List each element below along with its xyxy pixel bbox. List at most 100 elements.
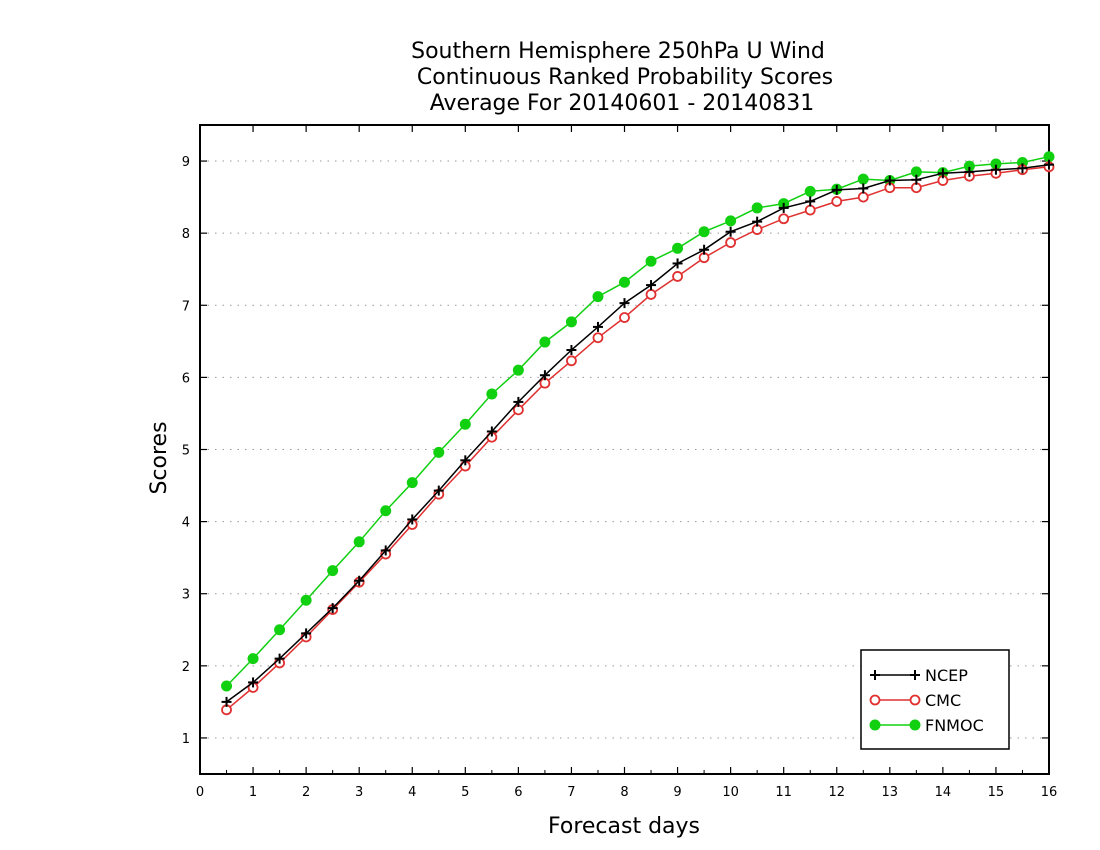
data-point-fnmoc — [804, 185, 816, 197]
data-point-ncep — [301, 628, 312, 639]
data-point-fnmoc — [486, 388, 498, 400]
y-axis-label: Scores — [147, 421, 172, 494]
x-tick-label: 0 — [196, 785, 204, 800]
series-ncep — [221, 159, 1054, 707]
data-point-ncep — [937, 168, 948, 179]
data-point-cmc — [857, 191, 869, 203]
x-tick-label: 6 — [514, 785, 522, 800]
chart-title-line-3: Average For 20140601 - 20140831 — [430, 91, 815, 116]
legend-marker-cmc — [909, 694, 921, 706]
legend-item-ncep: NCEP — [870, 666, 968, 685]
data-point-cmc — [592, 332, 604, 344]
data-point-cmc — [831, 196, 843, 207]
series-line-cmc — [226, 166, 1050, 711]
x-axis-label: Forecast days — [548, 814, 700, 839]
x-tick-label: 14 — [935, 785, 952, 800]
data-point-cmc — [778, 213, 790, 225]
x-tick-label: 9 — [673, 785, 681, 800]
data-point-ncep — [592, 321, 603, 332]
y-tick-label: 4 — [182, 516, 190, 531]
data-point-ncep — [646, 280, 657, 291]
chart-title-line-2: Continuous Ranked Probability Scores — [417, 65, 833, 90]
y-tick-label: 6 — [182, 371, 190, 386]
x-tick-label: 1 — [249, 785, 257, 800]
data-point-fnmoc — [221, 680, 233, 692]
data-point-ncep — [805, 196, 816, 207]
chart-title-line-1: Southern Hemisphere 250hPa U Wind — [411, 39, 825, 64]
x-tick-label: 11 — [775, 785, 792, 800]
legend-label-cmc: CMC — [925, 691, 961, 710]
data-point-ncep — [884, 175, 895, 186]
series-fnmoc — [221, 151, 1055, 692]
data-point-ncep — [725, 226, 736, 237]
data-point-ncep — [831, 184, 842, 195]
data-point-fnmoc — [459, 418, 471, 430]
legend-label-ncep: NCEP — [925, 666, 968, 685]
data-point-ncep — [327, 603, 338, 614]
data-point-fnmoc — [327, 565, 339, 577]
data-point-ncep — [407, 514, 418, 525]
data-point-ncep — [778, 202, 789, 213]
x-tick-label: 8 — [620, 785, 628, 800]
y-tick-label: 7 — [182, 299, 190, 314]
data-point-fnmoc — [512, 364, 524, 376]
data-point-ncep — [248, 677, 259, 688]
data-point-fnmoc — [433, 446, 445, 458]
data-point-fnmoc — [698, 226, 710, 238]
y-tick-label: 1 — [182, 732, 190, 747]
x-tick-label: 10 — [722, 785, 739, 800]
legend: NCEP CMC FNMOC — [860, 649, 1010, 750]
legend-marker-cmc — [869, 694, 881, 706]
data-point-ncep — [274, 653, 285, 664]
data-point-cmc — [566, 355, 577, 367]
data-point-ncep — [699, 244, 710, 255]
legend-item-fnmoc: FNMOC — [869, 716, 984, 735]
data-point-ncep — [911, 174, 922, 185]
data-point-cmc — [672, 271, 683, 282]
data-point-fnmoc — [274, 624, 286, 636]
x-tick-label: 12 — [828, 785, 845, 800]
data-point-fnmoc — [247, 653, 259, 665]
data-point-ncep — [380, 545, 391, 556]
x-axis: 0 1 2 3 4 5 6 7 8 9 10 11 12 13 14 15 16 — [196, 125, 1057, 800]
data-point-fnmoc — [300, 594, 312, 606]
data-point-fnmoc — [725, 215, 737, 227]
data-point-fnmoc — [406, 477, 418, 489]
data-point-fnmoc — [592, 291, 604, 303]
legend-marker-ncep — [870, 670, 880, 680]
x-tick-label: 5 — [461, 785, 469, 800]
x-tick-label: 2 — [302, 785, 310, 800]
data-point-ncep — [460, 455, 471, 466]
data-point-ncep — [752, 216, 763, 227]
y-tick-label: 2 — [182, 660, 190, 675]
data-point-ncep — [221, 696, 232, 707]
data-point-fnmoc — [565, 316, 577, 328]
y-tick-label: 9 — [182, 155, 190, 170]
legend-marker-fnmoc — [909, 719, 921, 731]
data-point-ncep — [1017, 163, 1028, 174]
data-point-cmc — [725, 237, 737, 248]
chart-title: Southern Hemisphere 250hPa U Wind Contin… — [411, 39, 833, 116]
data-point-cmc — [645, 289, 657, 300]
data-point-cmc — [619, 312, 630, 323]
data-point-fnmoc — [645, 255, 657, 267]
y-tick-label: 3 — [182, 588, 190, 603]
y-tick-label: 8 — [182, 227, 190, 242]
data-point-fnmoc — [751, 202, 763, 214]
series-line-ncep — [226, 163, 1050, 703]
data-point-ncep — [513, 396, 524, 407]
data-point-ncep — [539, 370, 550, 381]
data-point-ncep — [354, 575, 365, 586]
y-tick-label: 5 — [182, 444, 190, 459]
data-point-fnmoc — [857, 173, 869, 185]
x-tick-label: 7 — [567, 785, 575, 800]
data-point-ncep — [990, 164, 1001, 175]
data-point-ncep — [1044, 159, 1054, 170]
series-container — [221, 151, 1055, 716]
x-tick-label: 13 — [882, 785, 899, 800]
data-point-fnmoc — [380, 505, 392, 517]
series-line-fnmoc — [225, 155, 1050, 687]
data-point-fnmoc — [672, 242, 684, 254]
legend-marker-fnmoc — [869, 719, 881, 731]
